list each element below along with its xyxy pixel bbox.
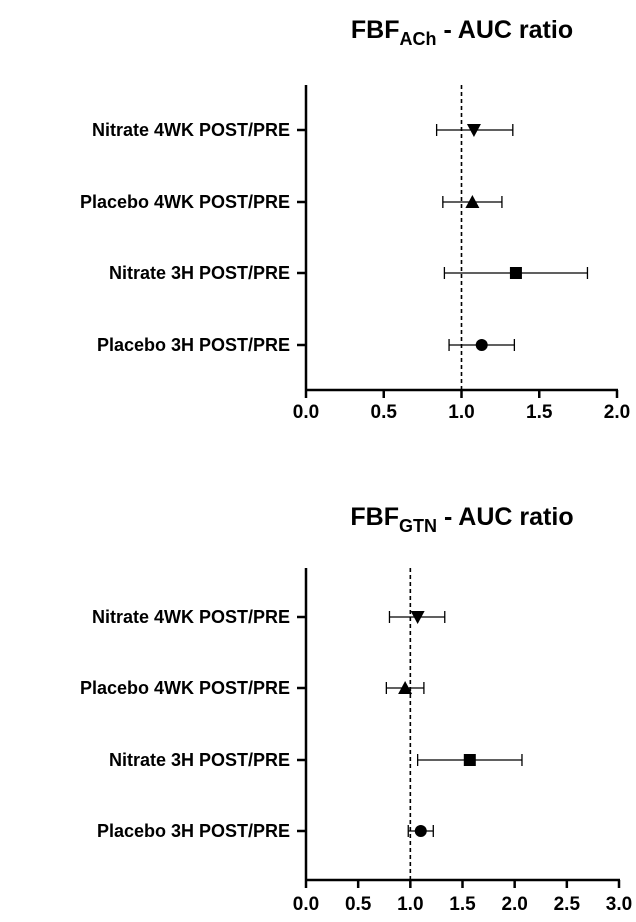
panel-fbf-gtn: FBFGTN - AUC ratio Nitrate 4WK POST/PRE P… bbox=[80, 503, 632, 915]
x-tick-label: 1.5 bbox=[526, 402, 553, 423]
data-point-triangle-up bbox=[398, 681, 413, 694]
category-label: Nitrate 4WK POST/PRE bbox=[92, 607, 290, 627]
category-label: Placebo 4WK POST/PRE bbox=[80, 192, 290, 212]
data-point-circle bbox=[414, 825, 427, 837]
x-tick-label: 1.0 bbox=[448, 402, 474, 423]
x-tick-label: 0.5 bbox=[371, 402, 398, 423]
chart-title: FBFGTN - AUC ratio bbox=[350, 503, 573, 536]
chart-title: FBFACh - AUC ratio bbox=[351, 16, 573, 49]
category-label: Nitrate 3H POST/PRE bbox=[109, 263, 290, 283]
panel-fbf-ach: FBFACh - AUC ratio Nitrate 4WK POST/PRE P… bbox=[80, 16, 630, 423]
data-point-circle bbox=[475, 339, 488, 351]
category-label: Placebo 4WK POST/PRE bbox=[80, 678, 290, 698]
category-label: Placebo 3H POST/PRE bbox=[97, 335, 290, 355]
data-point-triangle-up bbox=[465, 195, 480, 208]
x-tick-label: 2.0 bbox=[501, 894, 527, 915]
x-tick-label: 2.5 bbox=[554, 894, 581, 915]
x-tick-label: 1.5 bbox=[449, 894, 476, 915]
x-tick-label: 1.0 bbox=[397, 894, 423, 915]
data-point-square bbox=[509, 267, 522, 279]
x-tick-label: 0.0 bbox=[293, 402, 319, 423]
data-point-square bbox=[463, 754, 476, 766]
category-label: Nitrate 4WK POST/PRE bbox=[92, 120, 290, 140]
x-tick-label: 0.0 bbox=[293, 894, 319, 915]
data-point-triangle-down bbox=[410, 611, 425, 624]
data-point-triangle-down bbox=[466, 124, 481, 137]
x-tick-label: 0.5 bbox=[345, 894, 372, 915]
category-label: Nitrate 3H POST/PRE bbox=[109, 750, 290, 770]
x-tick-label: 3.0 bbox=[606, 894, 632, 915]
category-label: Placebo 3H POST/PRE bbox=[97, 821, 290, 841]
x-tick-label: 2.0 bbox=[604, 402, 630, 423]
